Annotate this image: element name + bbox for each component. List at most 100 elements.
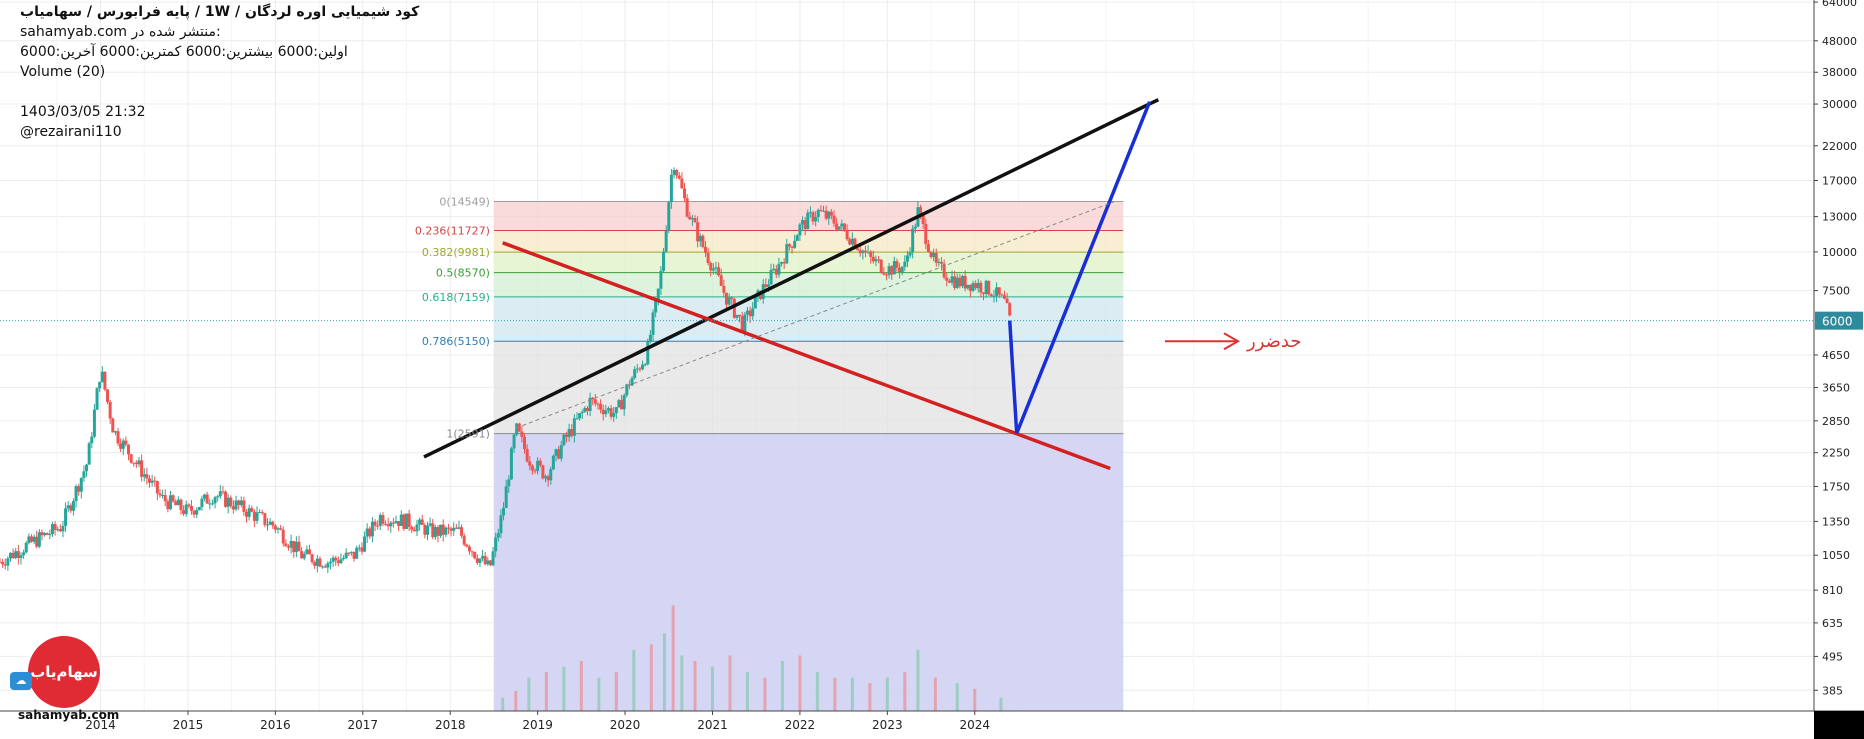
published-site[interactable]: sahamyab.com	[20, 24, 128, 40]
candle-body	[323, 566, 327, 568]
candle-body	[583, 408, 587, 412]
candle-body	[898, 267, 902, 273]
y-tick-label: 495	[1822, 650, 1843, 663]
candle-body	[656, 288, 660, 300]
candle-body	[987, 280, 991, 295]
candle-body	[391, 522, 395, 524]
candle-body	[449, 528, 453, 531]
candle-body	[200, 498, 204, 508]
candle-body	[528, 461, 532, 466]
candle-body	[271, 521, 275, 526]
candle-body	[334, 557, 338, 561]
candle-body	[208, 503, 212, 505]
candle-body	[564, 434, 568, 438]
candle-body	[231, 506, 235, 510]
candle-body	[171, 495, 175, 502]
candle-body	[418, 519, 422, 525]
candle-body	[16, 551, 20, 558]
candle-body	[814, 216, 818, 222]
volume-bar	[632, 649, 636, 711]
candle-body	[349, 551, 353, 553]
candle-body	[863, 250, 867, 253]
candle-body	[192, 510, 196, 515]
y-tick-label: 17000	[1822, 174, 1857, 187]
x-tick-label: 2014	[85, 718, 116, 732]
candle-body	[189, 505, 193, 511]
candle-body	[161, 494, 165, 496]
candle-body	[559, 445, 563, 459]
candle-body	[363, 536, 367, 552]
candle-body	[929, 251, 933, 258]
candle-body	[955, 277, 959, 288]
candle-body	[989, 294, 993, 297]
candle-body	[599, 403, 603, 410]
candle-body	[106, 389, 110, 402]
candle-body	[294, 541, 298, 553]
candle-body	[184, 504, 188, 514]
y-tick-label: 2850	[1822, 415, 1850, 428]
candle-body	[407, 513, 411, 527]
candle-body	[727, 297, 731, 305]
candle-body	[575, 418, 579, 420]
volume-bar	[798, 655, 802, 711]
y-tick-label: 30000	[1822, 98, 1857, 111]
volume-bar	[527, 677, 531, 711]
candle-body	[420, 519, 424, 525]
volume-bars	[501, 605, 1003, 711]
candle-body	[950, 276, 954, 283]
y-tick-label: 7500	[1822, 285, 1850, 298]
candle-body	[921, 214, 925, 225]
candle-body	[651, 312, 655, 335]
candle-body	[861, 250, 865, 254]
candle-body	[433, 527, 437, 538]
volume-bar	[916, 649, 920, 711]
trendlines[interactable]: حدضرر	[0, 98, 1814, 471]
candle-body	[467, 546, 471, 552]
candle-body	[412, 529, 416, 532]
candle-body	[255, 512, 259, 521]
volume-bar	[850, 677, 854, 711]
volume-bar	[999, 697, 1003, 711]
candle-body	[365, 528, 369, 537]
volume-bar	[973, 688, 977, 711]
candle-body	[0, 561, 2, 563]
candle-body	[824, 210, 828, 219]
stop-loss-arrowhead	[1223, 332, 1241, 351]
candle-body	[953, 276, 957, 288]
y-tick-label: 810	[1822, 584, 1843, 597]
volume-indicator-label[interactable]: Volume (20)	[20, 64, 106, 80]
candle-body	[168, 495, 172, 510]
candle-body	[606, 408, 610, 411]
x-tick-label: 2015	[173, 718, 204, 732]
candle-body	[633, 369, 637, 379]
author-handle[interactable]: @rezairani110	[20, 124, 122, 140]
fib-band	[493, 230, 1124, 253]
candle-body	[675, 170, 679, 176]
candle-body	[441, 524, 445, 535]
candle-body	[850, 238, 854, 245]
candle-body	[622, 395, 626, 410]
candle-body	[887, 266, 891, 276]
candle-body	[698, 235, 702, 242]
candle-body	[1000, 294, 1004, 296]
candle-body	[187, 504, 191, 506]
candle-body	[98, 381, 102, 389]
candle-body	[452, 527, 456, 531]
candle-body	[462, 535, 466, 545]
candle-body	[218, 491, 222, 497]
fib-level-label: 0.382(9981)	[422, 246, 490, 259]
candle-body	[764, 284, 768, 287]
candle-body	[310, 554, 314, 563]
candle-body	[908, 252, 912, 256]
candle-body	[132, 462, 136, 464]
candle-body	[961, 275, 965, 287]
candle-body	[496, 533, 500, 538]
candle-body	[216, 496, 220, 498]
candle-body	[486, 560, 490, 565]
candle-body	[822, 210, 826, 212]
candle-body	[48, 534, 52, 536]
candle-body	[648, 334, 652, 342]
volume-bar	[693, 661, 697, 711]
candle-body	[753, 296, 757, 309]
